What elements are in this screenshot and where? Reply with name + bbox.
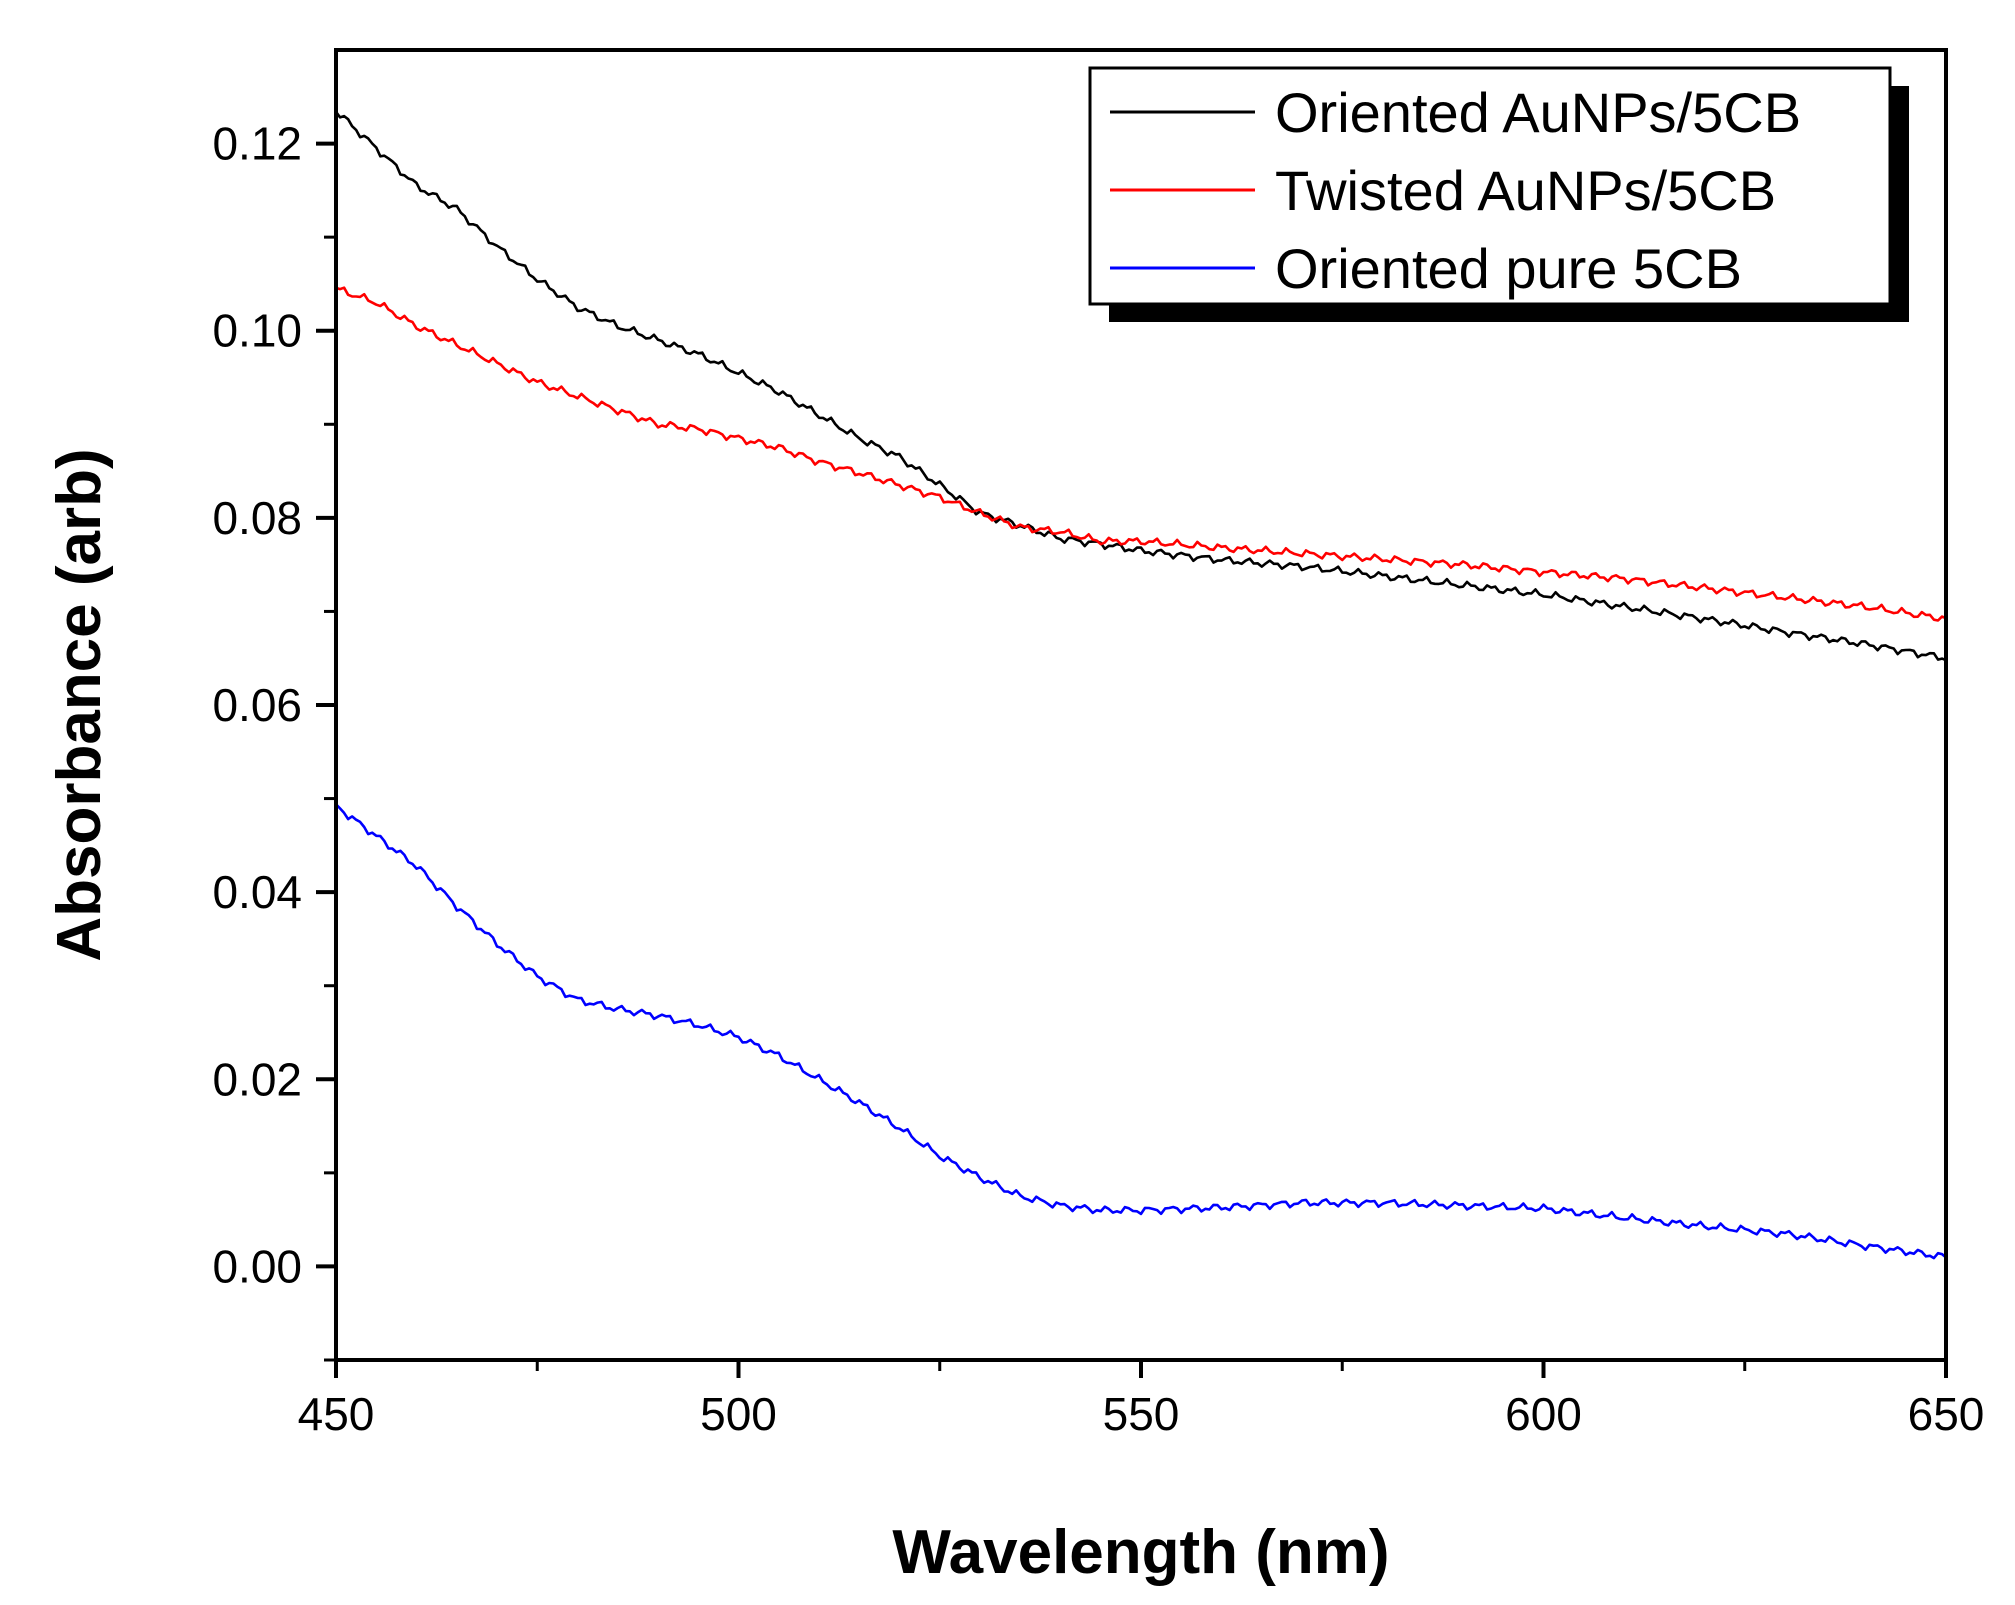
series-line-2 xyxy=(335,286,1947,622)
series-line-1 xyxy=(334,110,1947,662)
x-tick-label: 550 xyxy=(1103,1388,1180,1440)
x-tick-label: 500 xyxy=(700,1388,777,1440)
legend-box xyxy=(1088,66,1892,306)
legend: Oriented AuNPs/5CB Twisted AuNPs/5CB Orien… xyxy=(1088,66,1909,322)
y-tick-label: 0.10 xyxy=(212,305,302,357)
y-tick-label: 0.08 xyxy=(212,492,302,544)
legend-label-1: Oriented AuNPs/5CB xyxy=(1275,81,1801,144)
y-tick-label: 0.06 xyxy=(212,679,302,731)
x-axis-title: Wavelength (nm) xyxy=(892,1518,1389,1587)
y-tick-label: 0.04 xyxy=(212,866,302,918)
series-layer xyxy=(334,110,1947,1260)
x-tick-label: 650 xyxy=(1908,1388,1985,1440)
x-tick-label: 450 xyxy=(298,1388,375,1440)
y-axis-title: Absorbance (arb) xyxy=(45,448,114,961)
y-tick-label: 0.02 xyxy=(212,1053,302,1105)
ticks-layer: 450 500 550 600 650 0.00 0.02 0.04 0.06 0.08 0.10 0… xyxy=(212,118,1984,1440)
y-tick-label: 0.12 xyxy=(212,118,302,170)
series-line-3 xyxy=(335,803,1947,1260)
legend-label-3: Oriented pure 5CB xyxy=(1275,237,1742,300)
legend-label-2: Twisted AuNPs/5CB xyxy=(1275,159,1776,222)
y-tick-label: 0.00 xyxy=(212,1240,302,1292)
x-tick-label: 600 xyxy=(1505,1388,1582,1440)
